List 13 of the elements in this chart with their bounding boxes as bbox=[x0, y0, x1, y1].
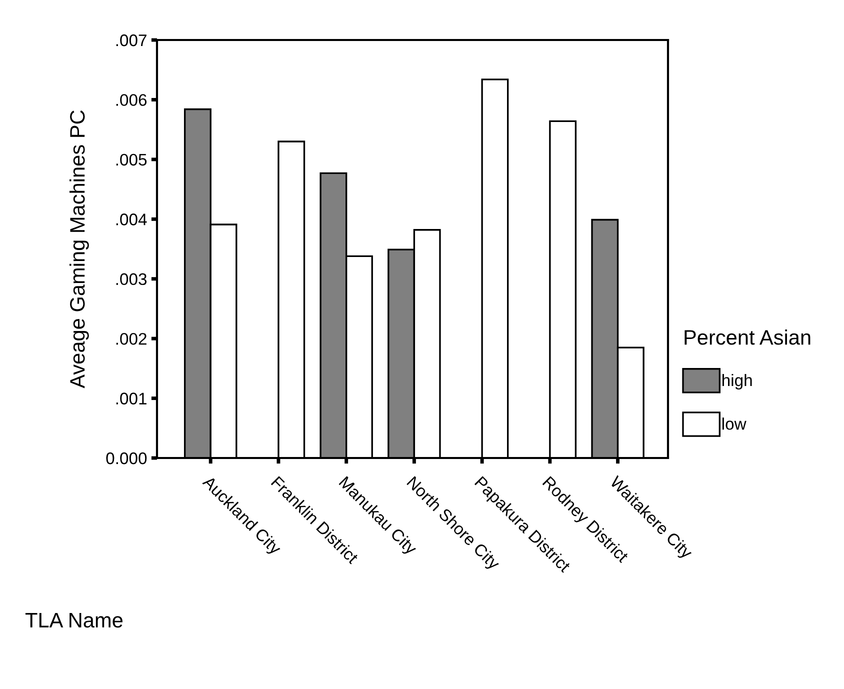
y-tick-label: .004 bbox=[116, 214, 147, 226]
y-axis-title: Aveage Gaming Machines PC bbox=[69, 110, 89, 388]
x-axis-title: TLA Name bbox=[25, 613, 122, 628]
legend-label: high bbox=[722, 374, 752, 390]
legend-title: Percent Asian bbox=[684, 329, 810, 345]
y-tick-label: .002 bbox=[116, 332, 146, 345]
y-tick-label: .001 bbox=[116, 392, 146, 404]
y-tick-label: .005 bbox=[116, 154, 147, 166]
y-tick-label: .003 bbox=[116, 273, 147, 286]
y-tick-label: 0.000 bbox=[106, 452, 147, 464]
y-tick-label: .006 bbox=[116, 94, 147, 106]
y-tick-label: .007 bbox=[116, 34, 146, 46]
legend-label: low bbox=[722, 418, 746, 430]
